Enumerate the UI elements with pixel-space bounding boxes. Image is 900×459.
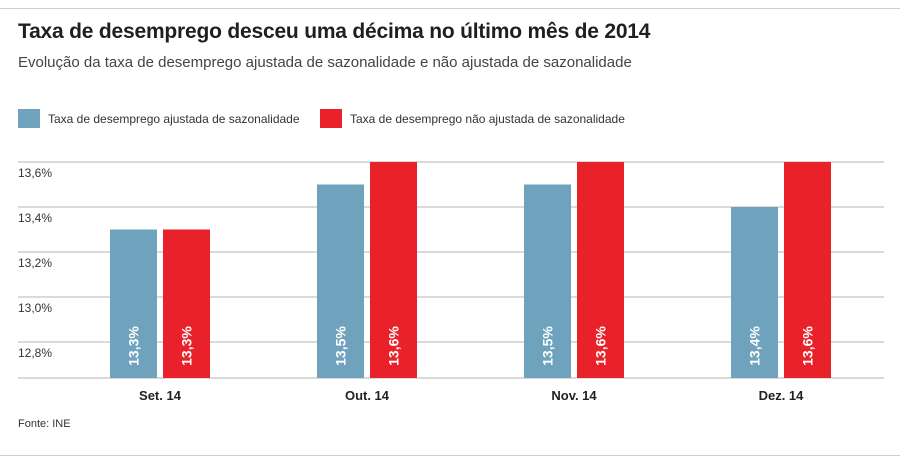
- bar-value-label: 13,3%: [126, 326, 142, 366]
- bar-chart: 12,8% 13,0% 13,2% 13,4% 13,6% 13,3% 13,3% Set. …: [18, 161, 884, 403]
- bar: [110, 229, 157, 378]
- bar: [317, 184, 364, 378]
- y-tick-label: 12,8%: [18, 346, 52, 360]
- legend-swatch-adjusted: [18, 109, 40, 128]
- bar: [731, 207, 778, 378]
- bar: [524, 184, 571, 378]
- bar: [163, 229, 210, 378]
- x-tick-label: Out. 14: [345, 388, 390, 403]
- bar-value-label: 13,6%: [386, 326, 402, 366]
- x-tick-label: Nov. 14: [551, 388, 597, 403]
- bar-value-label: 13,5%: [333, 326, 349, 366]
- legend-item-adjusted: Taxa de desemprego ajustada de sazonalid…: [18, 109, 300, 128]
- y-tick-label: 13,2%: [18, 256, 52, 270]
- chart-title: Taxa de desemprego desceu uma décima no …: [18, 20, 651, 43]
- y-tick-label: 13,6%: [18, 166, 52, 180]
- chart-subtitle: Evolução da taxa de desemprego ajustada …: [18, 54, 632, 71]
- legend-item-unadjusted: Taxa de desemprego não ajustada de sazon…: [320, 109, 625, 128]
- top-rule: [0, 8, 900, 9]
- bar-value-label: 13,5%: [540, 326, 556, 366]
- legend-label-adjusted: Taxa de desemprego ajustada de sazonalid…: [48, 111, 300, 126]
- legend-swatch-unadjusted: [320, 109, 342, 128]
- source-note: Fonte: INE: [18, 418, 71, 430]
- bottom-rule: [0, 455, 900, 456]
- x-tick-label: Set. 14: [139, 388, 182, 403]
- bar: [784, 162, 831, 378]
- bar: [577, 162, 624, 378]
- y-tick-label: 13,4%: [18, 211, 52, 225]
- bar-value-label: 13,6%: [800, 326, 816, 366]
- bar: [370, 162, 417, 378]
- legend-label-unadjusted: Taxa de desemprego não ajustada de sazon…: [350, 111, 625, 126]
- x-tick-label: Dez. 14: [759, 388, 805, 403]
- y-tick-label: 13,0%: [18, 301, 52, 315]
- bar-value-label: 13,3%: [179, 326, 195, 366]
- bar-value-label: 13,6%: [593, 326, 609, 366]
- bar-value-label: 13,4%: [747, 326, 763, 366]
